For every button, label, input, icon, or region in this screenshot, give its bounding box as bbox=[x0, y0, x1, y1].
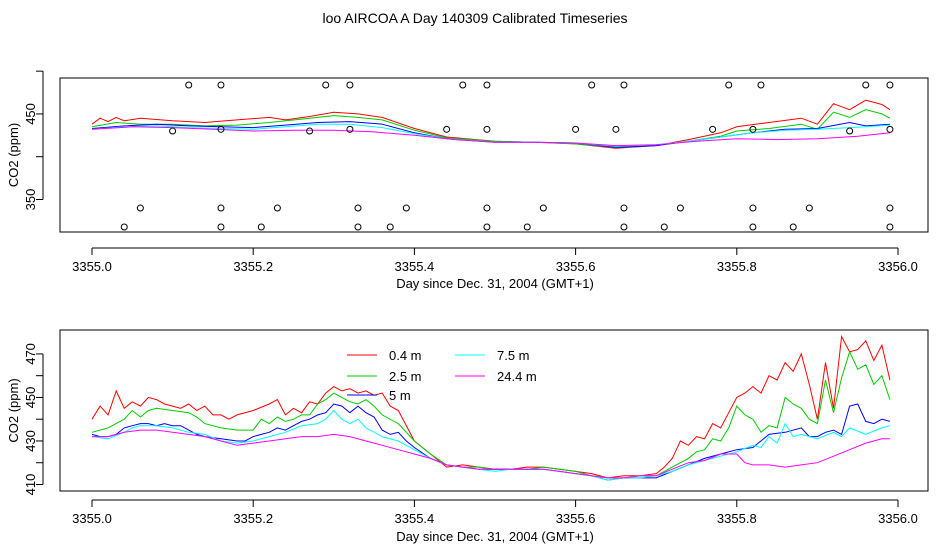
data-point bbox=[886, 204, 894, 212]
legend-label: 2.5 m bbox=[389, 369, 422, 384]
y-tick-label: 430 bbox=[23, 430, 38, 452]
data-point bbox=[749, 125, 757, 133]
data-point bbox=[709, 125, 717, 133]
legend-label: 0.4 m bbox=[389, 348, 422, 363]
x-tick-label: 3356.0 bbox=[878, 259, 918, 274]
y-tick-label: 470 bbox=[23, 343, 38, 365]
data-point bbox=[620, 204, 628, 212]
y-axis-label: CO2 (ppm) bbox=[6, 123, 21, 187]
x-tick-label: 3355.2 bbox=[233, 511, 273, 526]
plot-frame-1 bbox=[59, 329, 929, 492]
data-point bbox=[572, 125, 580, 133]
data-point bbox=[620, 81, 628, 89]
data-point bbox=[169, 127, 177, 135]
data-point bbox=[443, 125, 451, 133]
series-line-0 bbox=[91, 99, 891, 149]
data-point bbox=[217, 223, 225, 231]
legend-label: 5 m bbox=[389, 388, 411, 403]
data-point bbox=[483, 204, 491, 212]
data-point bbox=[660, 223, 668, 231]
series-line-5-m bbox=[91, 403, 891, 481]
data-point bbox=[862, 81, 870, 89]
series-line-7-5-m bbox=[91, 409, 891, 481]
data-point bbox=[805, 204, 813, 212]
y-axis-label: CO2 (ppm) bbox=[6, 378, 21, 442]
data-point bbox=[886, 223, 894, 231]
x-axis-label: Day since Dec. 31, 2004 (GMT+1) bbox=[396, 276, 594, 291]
legend-label: 24.4 m bbox=[497, 369, 537, 384]
x-tick-label: 3355.4 bbox=[395, 511, 435, 526]
plot-frame-0 bbox=[59, 77, 929, 233]
data-point bbox=[483, 223, 491, 231]
x-tick-label: 3355.0 bbox=[72, 259, 112, 274]
data-point bbox=[886, 81, 894, 89]
data-point bbox=[346, 125, 354, 133]
data-point bbox=[217, 81, 225, 89]
data-point bbox=[612, 125, 620, 133]
data-point bbox=[354, 204, 362, 212]
series-line-3 bbox=[91, 123, 890, 147]
data-point bbox=[757, 81, 765, 89]
data-point bbox=[273, 204, 281, 212]
x-tick-label: 3355.6 bbox=[556, 511, 596, 526]
data-point bbox=[322, 81, 330, 89]
x-tick-label: 3355.4 bbox=[395, 259, 435, 274]
y-tick-label: 350 bbox=[23, 189, 38, 211]
data-point bbox=[523, 223, 531, 231]
series-line-4 bbox=[91, 126, 890, 147]
data-point bbox=[483, 81, 491, 89]
data-point bbox=[483, 125, 491, 133]
y-tick-label: 450 bbox=[23, 103, 38, 125]
data-point bbox=[588, 81, 596, 89]
x-tick-label: 3355.8 bbox=[717, 259, 757, 274]
chart-title: loo AIRCOA A Day 140309 Calibrated Times… bbox=[322, 10, 628, 26]
data-point bbox=[539, 204, 547, 212]
data-point bbox=[620, 223, 628, 231]
y-tick-label: 410 bbox=[23, 474, 38, 496]
data-point bbox=[185, 81, 193, 89]
x-tick-label: 3355.6 bbox=[556, 259, 596, 274]
data-point bbox=[257, 223, 265, 231]
data-point bbox=[749, 223, 757, 231]
data-point bbox=[749, 204, 757, 212]
series-line-0-4-m bbox=[91, 334, 891, 479]
x-tick-label: 3356.0 bbox=[878, 511, 918, 526]
data-point bbox=[725, 81, 733, 89]
x-tick-label: 3355.2 bbox=[233, 259, 273, 274]
x-tick-label: 3355.0 bbox=[72, 511, 112, 526]
data-point bbox=[676, 204, 684, 212]
data-point bbox=[120, 223, 128, 231]
data-point bbox=[789, 223, 797, 231]
x-tick-label: 3355.8 bbox=[717, 511, 757, 526]
data-point bbox=[846, 127, 854, 135]
data-point bbox=[402, 204, 410, 212]
data-point bbox=[217, 204, 225, 212]
data-point bbox=[346, 81, 354, 89]
data-point bbox=[354, 223, 362, 231]
data-point bbox=[459, 81, 467, 89]
data-point bbox=[386, 223, 394, 231]
y-tick-label: 450 bbox=[23, 387, 38, 409]
legend-label: 7.5 m bbox=[497, 348, 530, 363]
data-point bbox=[136, 204, 144, 212]
series-line-2-5-m bbox=[91, 350, 891, 479]
data-point bbox=[886, 125, 894, 133]
x-axis-label: Day since Dec. 31, 2004 (GMT+1) bbox=[396, 529, 594, 544]
series-line-24-4-m bbox=[92, 429, 890, 479]
data-point bbox=[217, 125, 225, 133]
data-point bbox=[306, 127, 314, 135]
